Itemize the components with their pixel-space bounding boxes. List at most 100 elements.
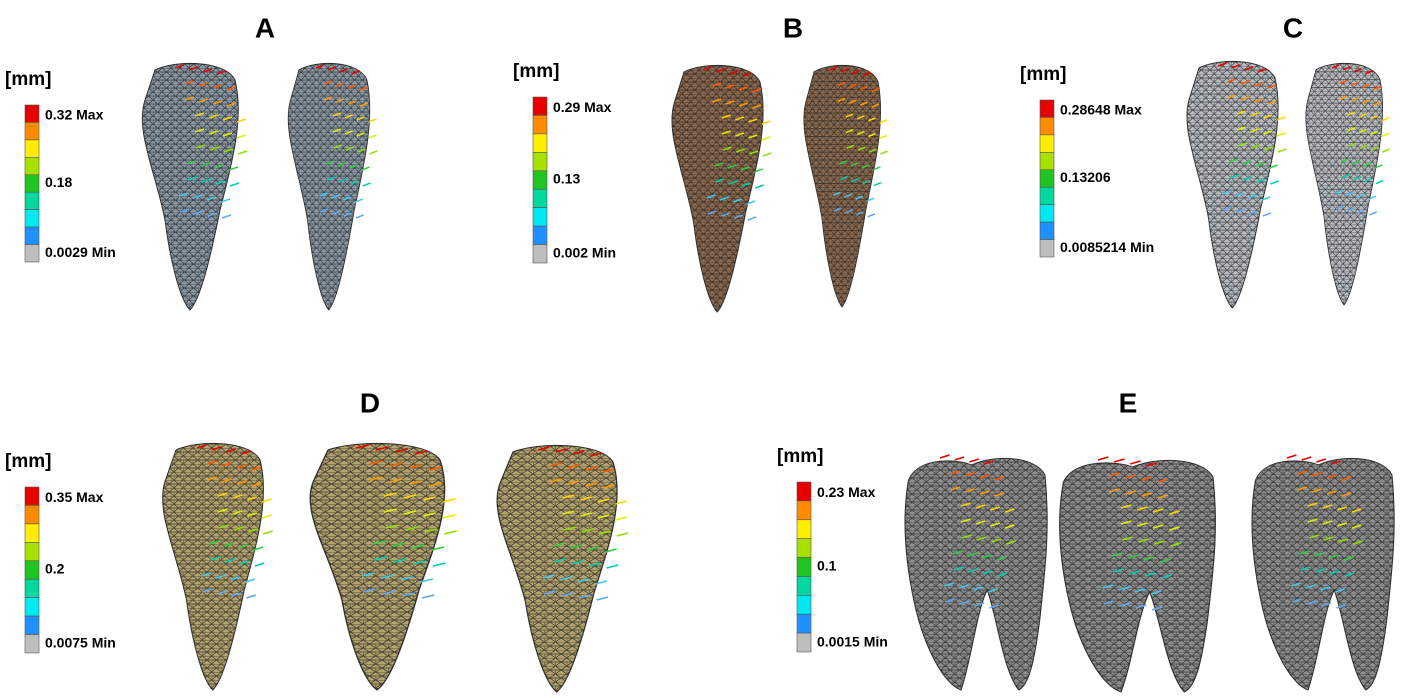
tooth-mesh [1252, 458, 1394, 690]
tooth [804, 65, 888, 307]
displacement-arrow [262, 515, 271, 518]
legend-swatch [25, 105, 39, 122]
legend-swatch [25, 561, 39, 579]
displacement-arrow [363, 183, 371, 186]
legend-swatch [1040, 117, 1054, 134]
displacement-arrow [607, 565, 618, 568]
displacement-arrow [1382, 134, 1389, 137]
displacement-arrow [246, 595, 255, 598]
legend-max: 0.35 Max [45, 489, 104, 505]
legend-swatch [25, 616, 39, 634]
legend-max: 0.28648 Max [1060, 101, 1142, 117]
legend-mid: 0.18 [45, 174, 72, 190]
legend-swatch [1040, 240, 1054, 257]
tooth [142, 63, 247, 310]
legend-min: 0.0075 Min [45, 634, 116, 650]
panel-label: A [255, 12, 275, 43]
legend-swatch [25, 192, 39, 209]
displacement-arrow [422, 595, 435, 598]
legend-mid: 0.13206 [1060, 169, 1111, 185]
displacement-arrow [1376, 181, 1383, 184]
legend-swatch [25, 122, 39, 139]
legend-swatch [533, 134, 547, 152]
displacement-arrow [1278, 149, 1287, 152]
legend-swatch [1040, 100, 1054, 117]
legend-max: 0.32 Max [45, 106, 104, 122]
legend-swatch [25, 210, 39, 227]
panel-label: E [1119, 387, 1138, 418]
displacement-arrow [880, 151, 887, 154]
legend-swatch [533, 97, 547, 115]
legend-unit: [mm] [777, 446, 823, 467]
legend-swatch [797, 614, 811, 633]
tooth [497, 445, 628, 692]
displacement-arrow [238, 151, 247, 154]
panel: D[mm]0.35 Max0.20.0075 Min [5, 387, 628, 692]
displacement-arrow [616, 517, 627, 520]
displacement-arrow [1270, 181, 1279, 184]
tooth [905, 455, 1047, 690]
legend-swatch [533, 245, 547, 263]
displacement-arrow [755, 185, 764, 188]
legend-min: 0.0015 Min [817, 633, 888, 649]
legend-swatch [25, 245, 39, 262]
displacement-arrow [1130, 461, 1140, 464]
displacement-arrow [940, 455, 949, 458]
tooth [1252, 455, 1394, 690]
displacement-arrow [1263, 213, 1272, 216]
displacement-arrow [955, 457, 964, 460]
legend-swatch [25, 505, 39, 523]
displacement-arrow [369, 135, 377, 138]
displacement-arrow [868, 214, 875, 217]
legend-swatch [1040, 187, 1054, 204]
displacement-arrow [597, 597, 608, 600]
legend-swatch [25, 157, 39, 174]
displacement-arrow [237, 135, 246, 138]
legend-swatch [533, 152, 547, 170]
legend-min: 0.0085214 Min [1060, 239, 1154, 255]
panel-label: C [1283, 12, 1303, 43]
legend-swatch [533, 208, 547, 226]
legend-swatch [797, 539, 811, 558]
displacement-arrow [443, 515, 456, 518]
legend-swatch [533, 115, 547, 133]
legend-max: 0.23 Max [817, 484, 876, 500]
legend-swatch [25, 635, 39, 653]
displacement-arrow [1370, 212, 1377, 215]
legend-max: 0.29 Max [553, 99, 612, 115]
legend-swatch [797, 595, 811, 614]
displacement-arrow [263, 531, 272, 534]
displacement-arrow [1287, 455, 1296, 458]
displacement-arrow [433, 563, 446, 566]
legend-swatch [25, 227, 39, 244]
tooth [1187, 61, 1286, 308]
legend-swatch [25, 175, 39, 192]
legend-swatch [797, 558, 811, 577]
legend-swatch [797, 576, 811, 595]
figure: A[mm]0.32 Max0.180.0029 MinB[mm]0.29 Max… [0, 0, 1413, 693]
displacement-arrow [763, 153, 772, 156]
legend-swatch [533, 189, 547, 207]
legend-unit: [mm] [5, 69, 51, 90]
legend-swatch [1040, 170, 1054, 187]
legend-swatch [797, 633, 811, 652]
legend-swatch [1040, 222, 1054, 239]
panel: B[mm]0.29 Max0.130.002 Min [513, 12, 888, 312]
displacement-arrow [874, 183, 881, 186]
panel: C[mm]0.28648 Max0.132060.0085214 Min [1020, 12, 1390, 308]
legend-swatch [797, 501, 811, 520]
displacement-arrow [1302, 457, 1311, 460]
legend-swatch [25, 140, 39, 157]
displacement-arrow [444, 531, 457, 534]
displacement-arrow [969, 459, 978, 462]
legend-unit: [mm] [513, 61, 559, 82]
legend-swatch [25, 579, 39, 597]
legend-swatch [25, 542, 39, 560]
legend-mid: 0.13 [553, 171, 580, 187]
displacement-arrow [1316, 459, 1325, 462]
tooth [1306, 63, 1390, 305]
legend-swatch [797, 482, 811, 501]
displacement-arrow [1098, 457, 1108, 460]
legend-swatch [1040, 135, 1054, 152]
panel: A[mm]0.32 Max0.180.0029 Min [5, 12, 377, 310]
